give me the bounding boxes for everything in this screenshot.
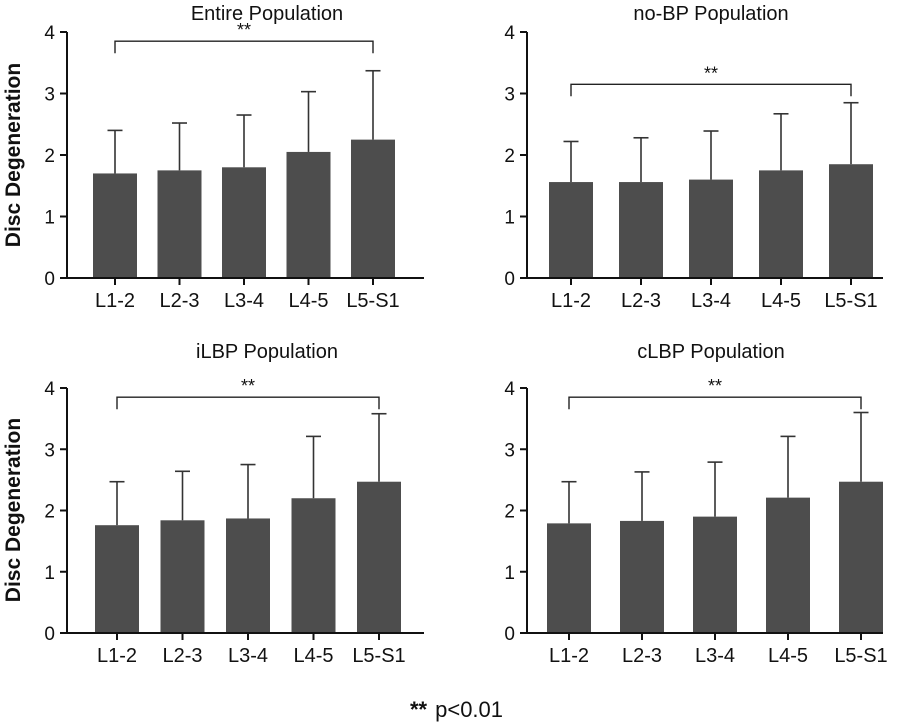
y-tick-label: 3 bbox=[44, 85, 55, 106]
y-tick-label: 4 bbox=[504, 379, 515, 400]
bar-l2-3 bbox=[619, 182, 663, 278]
chart-panel-2: no-BP Population 0 1 2 3 4 L1-2 L2-3 L3-4 L4-5 L5-… bbox=[504, 3, 883, 312]
y-tick-label: 1 bbox=[44, 208, 55, 229]
x-tick-label: L4-5 bbox=[768, 645, 808, 667]
chart-title: no-BP Population bbox=[633, 3, 788, 25]
significance-footnote: ** p<0.01 bbox=[0, 697, 913, 723]
bar-l5-s1 bbox=[829, 164, 873, 278]
x-tick-label: L5-S1 bbox=[834, 645, 887, 667]
bar-l1-2 bbox=[547, 523, 591, 633]
significance-stars: ** bbox=[704, 63, 718, 83]
bar-l3-4 bbox=[226, 518, 270, 633]
x-tick-label: L4-5 bbox=[761, 290, 801, 312]
bar-l5-s1 bbox=[357, 481, 401, 633]
bar-l4-5 bbox=[759, 170, 803, 278]
significance-bracket bbox=[570, 83, 852, 97]
y-tick-label: 0 bbox=[504, 624, 515, 645]
footnote-stars: ** bbox=[409, 697, 428, 722]
significance-stars: ** bbox=[708, 376, 722, 396]
y-tick-label: 3 bbox=[44, 440, 55, 461]
y-tick-label: 3 bbox=[504, 85, 515, 106]
chart-title: iLBP Population bbox=[196, 341, 338, 363]
x-tick-label: L5-S1 bbox=[352, 645, 405, 667]
x-tick-label: L2-3 bbox=[159, 290, 199, 312]
y-tick-label: 4 bbox=[504, 23, 515, 44]
x-tick-label: L3-4 bbox=[695, 645, 735, 667]
bar-l4-5 bbox=[286, 151, 331, 278]
chart-title: Entire Population bbox=[191, 3, 343, 25]
y-axis-title: Disc Degeneration bbox=[2, 63, 25, 247]
bar-l1-2 bbox=[93, 173, 137, 278]
bar-l2-3 bbox=[157, 170, 202, 278]
y-axis-title: Disc Degeneration bbox=[2, 418, 25, 602]
x-tick-label: L1-2 bbox=[549, 645, 589, 667]
x-tick-label: L3-4 bbox=[224, 290, 264, 312]
x-tick-label: L5-S1 bbox=[346, 290, 399, 312]
x-tick-label: L3-4 bbox=[691, 290, 731, 312]
significance-stars: ** bbox=[237, 20, 251, 40]
bar-l5-s1 bbox=[839, 481, 883, 633]
x-tick-label: L3-4 bbox=[228, 645, 268, 667]
y-tick-label: 1 bbox=[504, 563, 515, 584]
x-tick-label: L2-3 bbox=[622, 645, 662, 667]
x-tick-label: L1-2 bbox=[97, 645, 137, 667]
bar-l2-3 bbox=[160, 520, 205, 633]
y-tick-label: 2 bbox=[504, 146, 515, 167]
bar-l4-5 bbox=[766, 497, 810, 633]
y-tick-label: 0 bbox=[504, 269, 515, 290]
bar-l3-4 bbox=[693, 516, 737, 633]
x-tick-label: L1-2 bbox=[551, 290, 591, 312]
significance-bracket bbox=[114, 40, 374, 54]
y-tick-label: 2 bbox=[504, 502, 515, 523]
bar-l3-4 bbox=[689, 179, 733, 278]
x-tick-label: L5-S1 bbox=[824, 290, 877, 312]
y-tick-label: 2 bbox=[44, 502, 55, 523]
significance-bracket bbox=[116, 396, 380, 410]
significance-bracket bbox=[568, 396, 862, 410]
bar-l3-4 bbox=[222, 167, 266, 278]
bar-l1-2 bbox=[549, 182, 593, 278]
chart-panel-3: iLBP Population Disc Degeneration 0 1 2 3 4 L1-… bbox=[2, 341, 424, 667]
y-tick-label: 1 bbox=[44, 563, 55, 584]
y-tick-label: 4 bbox=[44, 379, 55, 400]
x-tick-label: L4-5 bbox=[293, 645, 333, 667]
bar-l4-5 bbox=[291, 498, 336, 633]
y-tick-label: 2 bbox=[44, 146, 55, 167]
x-tick-label: L4-5 bbox=[288, 290, 328, 312]
bar-l5-s1 bbox=[351, 139, 395, 278]
y-tick-label: 1 bbox=[504, 208, 515, 229]
footnote-text: p<0.01 bbox=[435, 697, 504, 722]
y-tick-label: 3 bbox=[504, 440, 515, 461]
y-tick-label: 0 bbox=[44, 269, 55, 290]
x-tick-label: L2-3 bbox=[621, 290, 661, 312]
y-tick-label: 0 bbox=[44, 624, 55, 645]
chart-panel-1: Entire Population Disc Degeneration 0 1 2 3 4 L… bbox=[2, 3, 424, 312]
x-tick-label: L1-2 bbox=[95, 290, 135, 312]
bar-l2-3 bbox=[620, 520, 664, 633]
significance-stars: ** bbox=[241, 376, 255, 396]
x-tick-label: L2-3 bbox=[162, 645, 202, 667]
bar-l1-2 bbox=[95, 525, 139, 633]
y-tick-label: 4 bbox=[44, 23, 55, 44]
chart-panel-4: cLBP Population 0 1 2 3 4 L1-2 L2-3 L3-4 L4-5 L5-S… bbox=[504, 341, 887, 667]
chart-title: cLBP Population bbox=[637, 341, 785, 363]
